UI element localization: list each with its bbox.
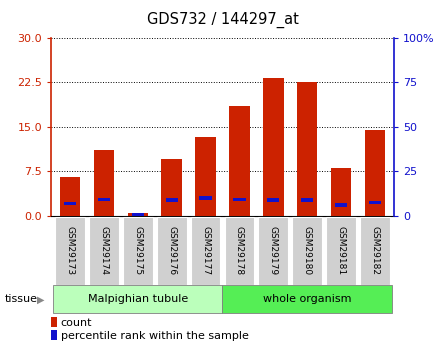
Text: GDS732 / 144297_at: GDS732 / 144297_at [146,12,299,28]
FancyBboxPatch shape [55,217,85,285]
Bar [369,200,381,204]
Bar [199,196,212,200]
Text: GSM29179: GSM29179 [269,226,278,276]
Bar [166,198,178,202]
FancyBboxPatch shape [53,285,222,313]
Bar [365,130,385,216]
Text: GSM29174: GSM29174 [99,226,108,276]
Bar [297,82,317,216]
Text: GSM29181: GSM29181 [337,226,346,276]
FancyBboxPatch shape [225,217,255,285]
FancyBboxPatch shape [157,217,186,285]
FancyBboxPatch shape [222,285,392,313]
Text: count: count [61,318,92,328]
Bar [64,201,76,205]
Text: GSM29177: GSM29177 [201,226,210,276]
FancyBboxPatch shape [259,217,288,285]
Bar [128,213,148,216]
Text: whole organism: whole organism [263,294,352,304]
Bar [51,331,57,340]
Text: GSM29176: GSM29176 [167,226,176,276]
Text: GSM29178: GSM29178 [235,226,244,276]
Bar [229,106,250,216]
Bar [263,78,283,216]
Bar [132,213,144,217]
Bar [331,168,352,216]
FancyBboxPatch shape [326,217,356,285]
Bar [195,137,216,216]
Text: Malpighian tubule: Malpighian tubule [88,294,188,304]
Text: GSM29180: GSM29180 [303,226,312,276]
Text: ▶: ▶ [36,294,44,304]
Bar [60,177,80,216]
FancyBboxPatch shape [89,217,119,285]
Text: percentile rank within the sample: percentile rank within the sample [61,331,249,341]
Text: GSM29173: GSM29173 [65,226,74,276]
FancyBboxPatch shape [360,217,390,285]
FancyBboxPatch shape [292,217,322,285]
Bar [162,159,182,216]
Bar [97,198,110,201]
FancyBboxPatch shape [190,217,220,285]
Text: GSM29175: GSM29175 [133,226,142,276]
FancyBboxPatch shape [123,217,153,285]
Bar [51,317,57,327]
Bar [267,198,279,202]
Bar [93,150,114,216]
Bar [301,198,313,202]
Text: GSM29182: GSM29182 [371,226,380,276]
Bar [335,203,348,207]
Text: tissue: tissue [4,294,37,304]
Bar [233,197,246,201]
